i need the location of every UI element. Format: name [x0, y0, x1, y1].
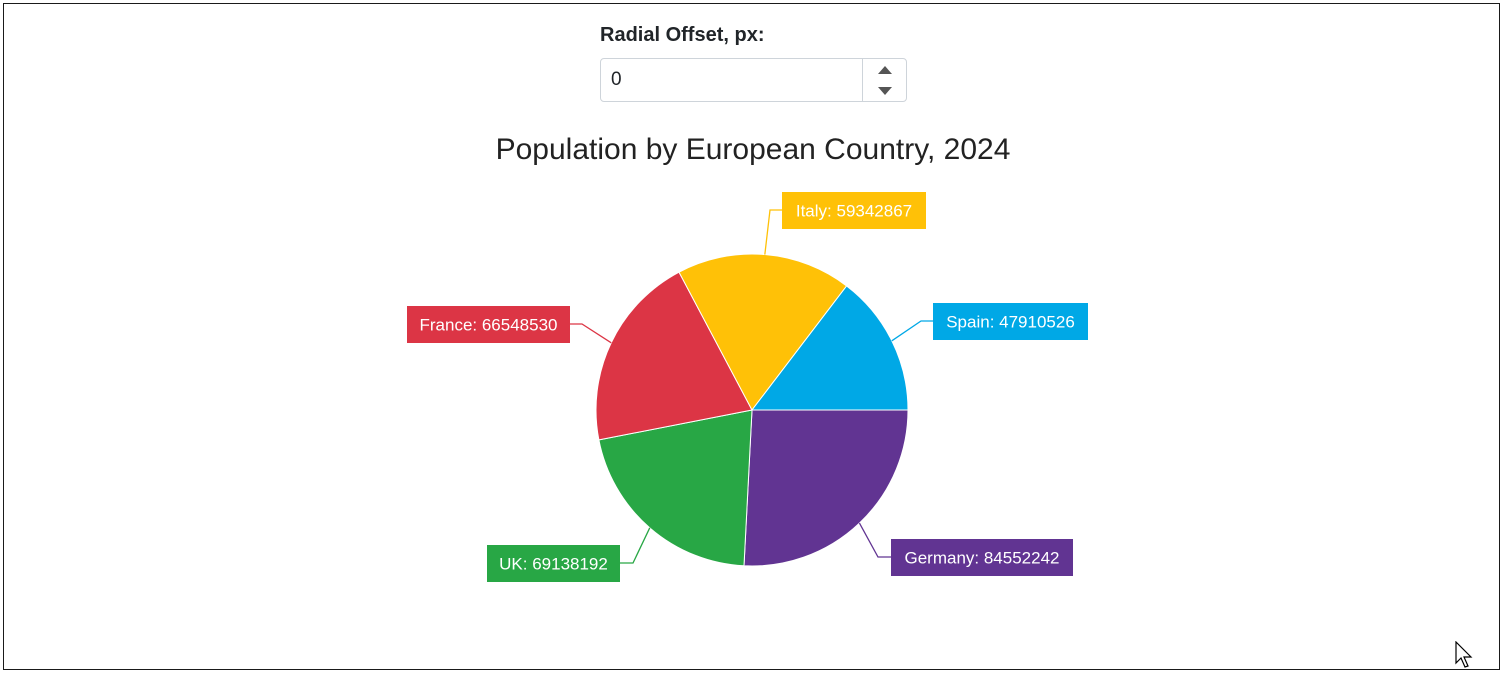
label-box-uk: [487, 545, 620, 582]
radial-offset-input[interactable]: [601, 59, 862, 101]
spin-buttons: [862, 59, 906, 101]
mouse-cursor-icon: [1455, 641, 1473, 668]
connector-france: [570, 323, 612, 344]
pie-labels: Germany: 84552242 UK: 69138192 France: 665…: [407, 192, 1088, 582]
data-label-france: France: 66548530: [420, 316, 558, 335]
chart-title: Population by European Country, 2024: [496, 133, 1011, 166]
data-label-germany: Germany: 84552242: [905, 549, 1060, 568]
data-label-spain: Spain: 47910526: [946, 313, 1075, 332]
radial-offset-stepper[interactable]: [600, 58, 907, 102]
connector-spain: [891, 320, 933, 342]
decrement-button[interactable]: [863, 80, 906, 101]
label-box-spain: [933, 303, 1088, 340]
caret-up-icon: [877, 65, 892, 74]
pie-slice-spain[interactable]: [750, 285, 909, 411]
label-box-germany: [891, 539, 1073, 576]
label-box-france: [407, 306, 570, 343]
radial-offset-label: Radial Offset, px:: [600, 24, 765, 46]
increment-button[interactable]: [863, 59, 906, 80]
data-label-uk: UK: 69138192: [499, 555, 608, 574]
connector-germany: [858, 522, 891, 558]
pie-slice-italy[interactable]: [678, 253, 848, 411]
connector-uk: [620, 527, 651, 564]
label-box-italy: [782, 192, 926, 229]
data-label-italy: Italy: 59342867: [796, 202, 912, 221]
pie-slices: [595, 253, 909, 567]
caret-down-icon: [877, 86, 892, 95]
pie-slice-germany[interactable]: [743, 409, 909, 567]
connector-italy: [764, 209, 782, 255]
